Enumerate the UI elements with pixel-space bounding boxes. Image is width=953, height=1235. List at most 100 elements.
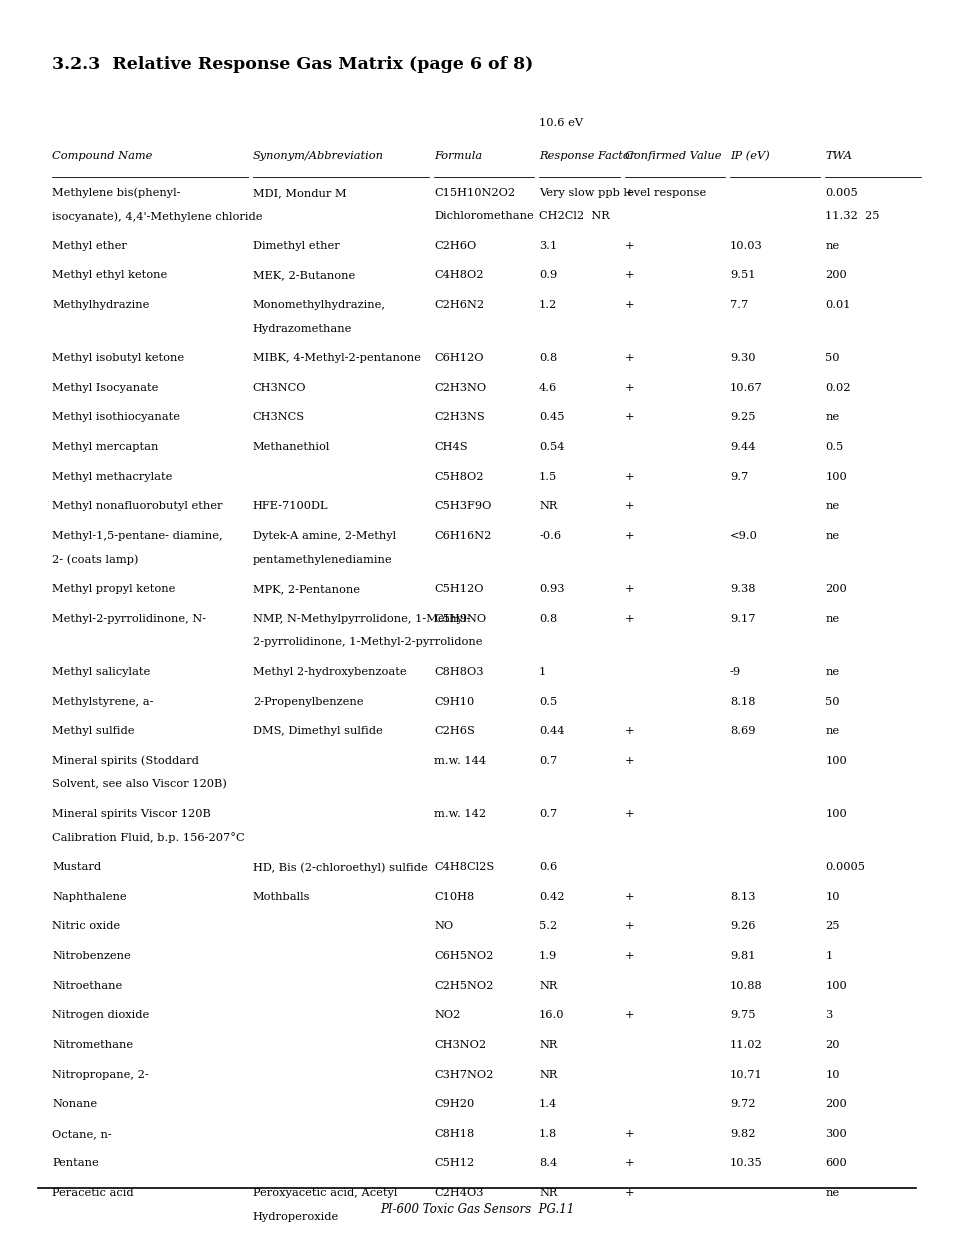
- Text: C15H10N2O2: C15H10N2O2: [434, 188, 515, 198]
- Text: C3H7NO2: C3H7NO2: [434, 1070, 493, 1079]
- Text: +: +: [624, 353, 634, 363]
- Text: +: +: [624, 472, 634, 482]
- Text: +: +: [624, 241, 634, 251]
- Text: 200: 200: [824, 270, 846, 280]
- Text: 3.2.3  Relative Response Gas Matrix (page 6 of 8): 3.2.3 Relative Response Gas Matrix (page…: [52, 56, 533, 73]
- Text: C8H18: C8H18: [434, 1129, 474, 1139]
- Text: 9.81: 9.81: [729, 951, 755, 961]
- Text: 0.8: 0.8: [538, 353, 557, 363]
- Text: Mineral spirits Viscor 120B: Mineral spirits Viscor 120B: [52, 809, 212, 819]
- Text: 300: 300: [824, 1129, 846, 1139]
- Text: 9.30: 9.30: [729, 353, 755, 363]
- Text: 0.7: 0.7: [538, 756, 557, 766]
- Text: 8.18: 8.18: [729, 697, 755, 706]
- Text: m.w. 144: m.w. 144: [434, 756, 486, 766]
- Text: Methyl ethyl ketone: Methyl ethyl ketone: [52, 270, 168, 280]
- Text: C2H3NO: C2H3NO: [434, 383, 486, 393]
- Text: 9.75: 9.75: [729, 1010, 755, 1020]
- Text: +: +: [624, 1010, 634, 1020]
- Text: C4H8Cl2S: C4H8Cl2S: [434, 862, 494, 872]
- Text: 10.67: 10.67: [729, 383, 761, 393]
- Text: Methylene bis(phenyl-: Methylene bis(phenyl-: [52, 188, 181, 199]
- Text: Compound Name: Compound Name: [52, 151, 152, 161]
- Text: 100: 100: [824, 809, 846, 819]
- Text: Nitrogen dioxide: Nitrogen dioxide: [52, 1010, 150, 1020]
- Text: CH4S: CH4S: [434, 442, 467, 452]
- Text: 50: 50: [824, 697, 839, 706]
- Text: 9.25: 9.25: [729, 412, 755, 422]
- Text: 0.6: 0.6: [538, 862, 557, 872]
- Text: 2-Propenylbenzene: 2-Propenylbenzene: [253, 697, 363, 706]
- Text: ne: ne: [824, 501, 839, 511]
- Text: 10.88: 10.88: [729, 981, 761, 990]
- Text: 0.9: 0.9: [538, 270, 557, 280]
- Text: 0.93: 0.93: [538, 584, 564, 594]
- Text: 1: 1: [824, 951, 832, 961]
- Text: 0.7: 0.7: [538, 809, 557, 819]
- Text: 3.1: 3.1: [538, 241, 557, 251]
- Text: Methyl sulfide: Methyl sulfide: [52, 726, 134, 736]
- Text: ne: ne: [824, 667, 839, 677]
- Text: 9.26: 9.26: [729, 921, 755, 931]
- Text: C5H9NO: C5H9NO: [434, 614, 486, 624]
- Text: Dimethyl ether: Dimethyl ether: [253, 241, 339, 251]
- Text: 0.0005: 0.0005: [824, 862, 864, 872]
- Text: 16.0: 16.0: [538, 1010, 564, 1020]
- Text: 1.9: 1.9: [538, 951, 557, 961]
- Text: 0.8: 0.8: [538, 614, 557, 624]
- Text: IP (eV): IP (eV): [729, 151, 769, 161]
- Text: 7.7: 7.7: [729, 300, 747, 310]
- Text: Nitroethane: Nitroethane: [52, 981, 123, 990]
- Text: 0.01: 0.01: [824, 300, 850, 310]
- Text: Methyl mercaptan: Methyl mercaptan: [52, 442, 159, 452]
- Text: Solvent, see also Viscor 120B): Solvent, see also Viscor 120B): [52, 779, 227, 789]
- Text: 0.45: 0.45: [538, 412, 564, 422]
- Text: ne: ne: [824, 614, 839, 624]
- Text: 9.17: 9.17: [729, 614, 755, 624]
- Text: CH3NO2: CH3NO2: [434, 1040, 486, 1050]
- Text: pentamethylenediamine: pentamethylenediamine: [253, 555, 392, 564]
- Text: HFE-7100DL: HFE-7100DL: [253, 501, 328, 511]
- Text: +: +: [624, 1129, 634, 1139]
- Text: CH3NCO: CH3NCO: [253, 383, 306, 393]
- Text: Monomethylhydrazine,: Monomethylhydrazine,: [253, 300, 385, 310]
- Text: PI-600 Toxic Gas Sensors  PG.11: PI-600 Toxic Gas Sensors PG.11: [379, 1203, 574, 1216]
- Text: DMS, Dimethyl sulfide: DMS, Dimethyl sulfide: [253, 726, 382, 736]
- Text: Dytek-A amine, 2-Methyl: Dytek-A amine, 2-Methyl: [253, 531, 395, 541]
- Text: Naphthalene: Naphthalene: [52, 892, 127, 902]
- Text: 0.42: 0.42: [538, 892, 564, 902]
- Text: C6H12O: C6H12O: [434, 353, 483, 363]
- Text: 9.51: 9.51: [729, 270, 755, 280]
- Text: HD, Bis (2-chloroethyl) sulfide: HD, Bis (2-chloroethyl) sulfide: [253, 862, 427, 873]
- Text: 10.6 eV: 10.6 eV: [538, 119, 582, 128]
- Text: Octane, n-: Octane, n-: [52, 1129, 112, 1139]
- Text: CH2Cl2  NR: CH2Cl2 NR: [538, 211, 609, 221]
- Text: Methanethiol: Methanethiol: [253, 442, 330, 452]
- Text: 100: 100: [824, 981, 846, 990]
- Text: 11.02: 11.02: [729, 1040, 761, 1050]
- Text: Methyl 2-hydroxybenzoate: Methyl 2-hydroxybenzoate: [253, 667, 406, 677]
- Text: Mustard: Mustard: [52, 862, 101, 872]
- Text: +: +: [624, 892, 634, 902]
- Text: Hydrazomethane: Hydrazomethane: [253, 324, 352, 333]
- Text: 0.54: 0.54: [538, 442, 564, 452]
- Text: Very slow ppb level response: Very slow ppb level response: [538, 188, 705, 198]
- Text: Dichloromethane: Dichloromethane: [434, 211, 534, 221]
- Text: Mineral spirits (Stoddard: Mineral spirits (Stoddard: [52, 756, 199, 767]
- Text: ne: ne: [824, 1188, 839, 1198]
- Text: C2H3NS: C2H3NS: [434, 412, 484, 422]
- Text: Methyl nonafluorobutyl ether: Methyl nonafluorobutyl ether: [52, 501, 223, 511]
- Text: 8.13: 8.13: [729, 892, 755, 902]
- Text: Peracetic acid: Peracetic acid: [52, 1188, 134, 1198]
- Text: NO2: NO2: [434, 1010, 460, 1020]
- Text: C9H10: C9H10: [434, 697, 474, 706]
- Text: NO: NO: [434, 921, 453, 931]
- Text: NR: NR: [538, 501, 557, 511]
- Text: +: +: [624, 614, 634, 624]
- Text: +: +: [624, 501, 634, 511]
- Text: +: +: [624, 584, 634, 594]
- Text: Methyl methacrylate: Methyl methacrylate: [52, 472, 172, 482]
- Text: +: +: [624, 726, 634, 736]
- Text: 1.5: 1.5: [538, 472, 557, 482]
- Text: MDI, Mondur M: MDI, Mondur M: [253, 188, 346, 198]
